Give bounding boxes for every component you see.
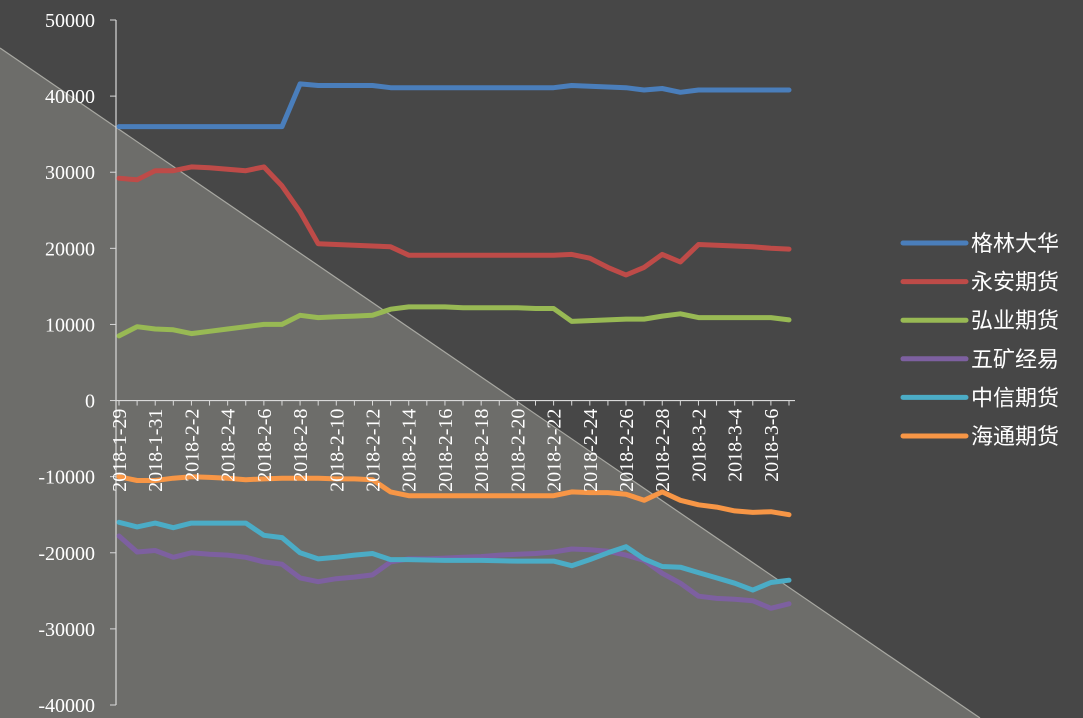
x-tick-label: 2018-2-22: [544, 409, 566, 492]
x-tick-label: 2018-3-4: [725, 409, 747, 482]
x-tick-label: 2018-2-28: [652, 409, 674, 492]
x-tick-label: 2018-2-6: [254, 409, 276, 482]
y-tick-label: 10000: [45, 314, 95, 336]
y-tick-label: 50000: [45, 10, 95, 32]
y-tick-label: -20000: [38, 543, 95, 565]
x-tick-label: 2018-2-8: [290, 409, 312, 482]
series-line: [116, 519, 792, 593]
x-tick-label: 2018-2-14: [399, 409, 421, 492]
x-tick-label: 2018-2-26: [616, 409, 638, 492]
y-tick-label: 20000: [45, 238, 95, 260]
x-tick-label: 2018-2-16: [435, 409, 457, 492]
series-line: [116, 304, 792, 339]
x-tick-label: 2018-2-12: [363, 409, 385, 492]
series-lines-group: [116, 81, 792, 611]
y-tick-labels-group: 50000 40000 30000 20000 10000 0 -10000 -20000 -3…: [38, 10, 95, 717]
y-tick-label: 30000: [45, 162, 95, 184]
x-tick-label: 2018-2-18: [471, 409, 493, 492]
y-tick-label: -10000: [38, 467, 95, 489]
x-tick-label: 2018-2-20: [507, 409, 529, 492]
y-tick-label: 0: [85, 391, 95, 413]
x-tick-label: 2018-3-2: [688, 409, 710, 482]
legend-label: 永安期货: [971, 271, 1059, 296]
legend-label: 中信期货: [971, 386, 1059, 411]
x-tick-label: 2018-3-6: [761, 409, 783, 482]
series-line: [116, 474, 792, 518]
x-tick-label: 2018-2-2: [181, 409, 203, 482]
series-line: [116, 81, 792, 130]
legend-label: 格林大华: [971, 232, 1059, 257]
axes-group: [110, 19, 795, 706]
series-line: [116, 533, 792, 611]
x-tick-label: 2018-2-10: [326, 409, 348, 492]
y-tick-label: -30000: [38, 619, 95, 641]
x-tick-label: 2018-2-24: [580, 409, 602, 492]
x-tick-label: 2018-1-29: [109, 409, 131, 492]
y-tick-label: -40000: [38, 695, 95, 717]
series-line: [116, 164, 792, 278]
x-tick-labels-group: 2018-1-29 2018-1-31 2018-2-2 2018-2-4 2018-2…: [109, 409, 783, 492]
legend-label: 五矿经易: [971, 348, 1059, 373]
y-tick-label: 40000: [45, 86, 95, 108]
x-tick-label: 2018-2-4: [218, 409, 240, 482]
legend-label: 海通期货: [971, 425, 1059, 450]
x-tick-label: 2018-1-31: [145, 409, 167, 492]
background-diagonal-edge: [0, 47, 981, 718]
legend-label: 弘业期货: [971, 309, 1059, 334]
